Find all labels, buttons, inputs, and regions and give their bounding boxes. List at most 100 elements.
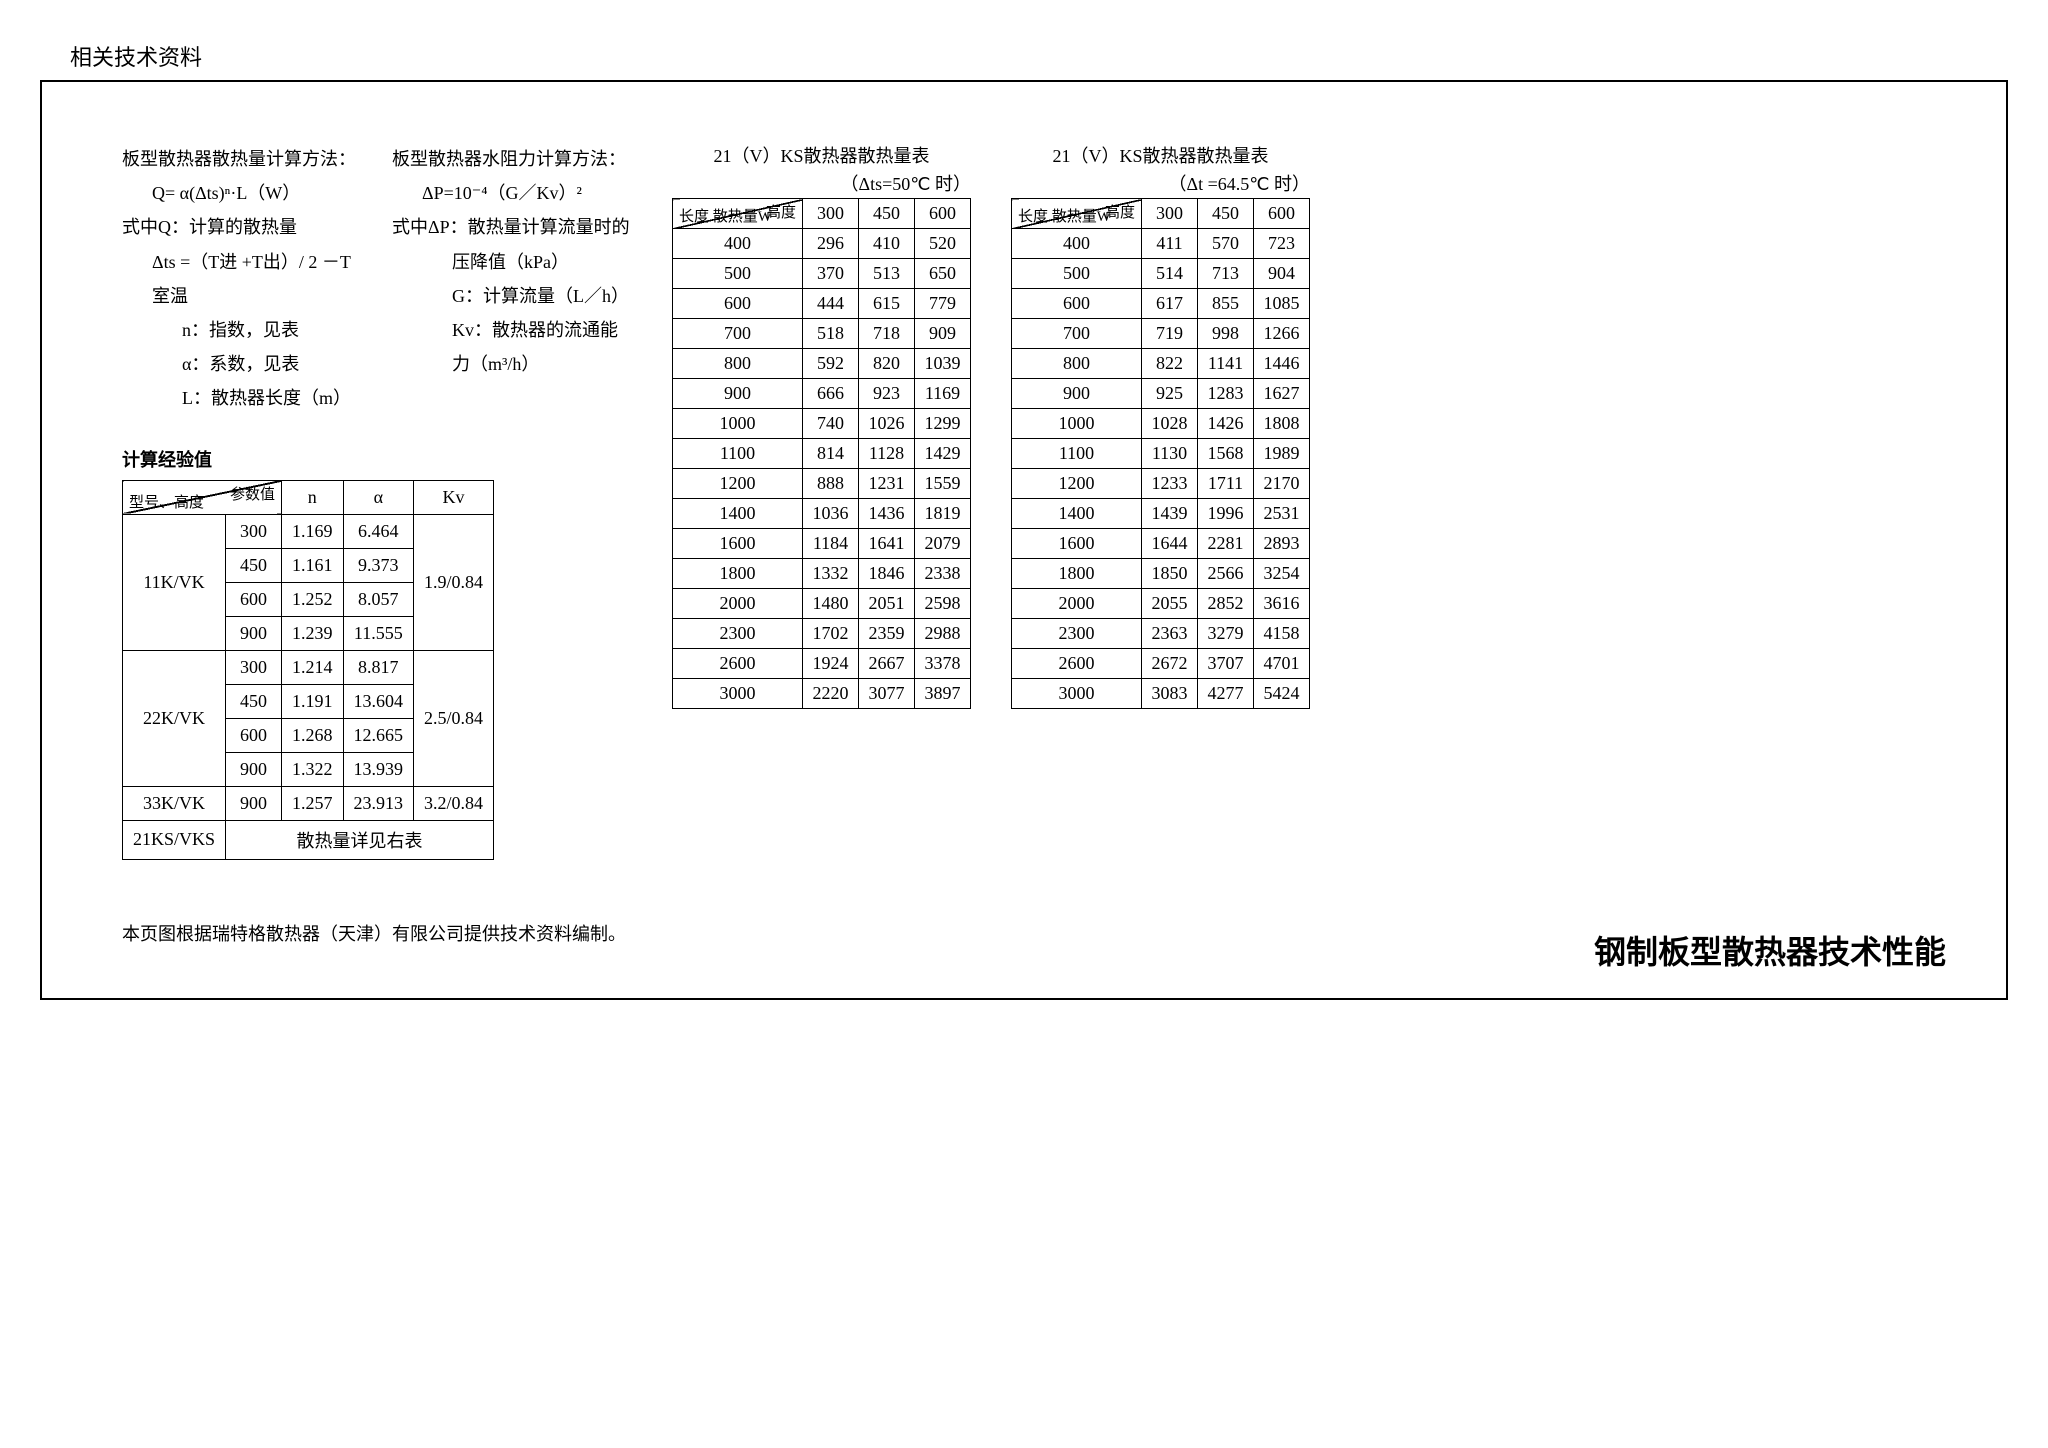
heat-cell: 4277 xyxy=(1198,679,1254,709)
table-row: 400411570723 xyxy=(1012,229,1310,259)
heat-cell: 650 xyxy=(915,259,971,289)
heat-cell: 617 xyxy=(1142,289,1198,319)
heat-cell: 800 xyxy=(673,349,803,379)
height-cell: 600 xyxy=(226,718,282,752)
heat-cell: 518 xyxy=(803,319,859,349)
heat-cell: 1480 xyxy=(803,589,859,619)
table-row: 2000148020512598 xyxy=(673,589,971,619)
formula-p-block: 板型散热器水阻力计算方法： ΔP=10⁻⁴（G／Kv）² 式中ΔP：散热量计算流… xyxy=(392,142,632,416)
height-cell: 300 xyxy=(226,514,282,548)
height-cell: 600 xyxy=(226,582,282,616)
formula-p-l2: 压降值（kPa） xyxy=(392,245,632,279)
n-cell: 1.268 xyxy=(282,718,344,752)
heat-cell: 1400 xyxy=(673,499,803,529)
formula-q-title: 板型散热器散热量计算方法： xyxy=(122,142,362,176)
heat-cell: 1989 xyxy=(1254,439,1310,469)
heat-cell: 998 xyxy=(1198,319,1254,349)
table-row: 110081411281429 xyxy=(673,439,971,469)
heat-cell: 2598 xyxy=(915,589,971,619)
heat-cell: 1400 xyxy=(1012,499,1142,529)
table-row: 120088812311559 xyxy=(673,469,971,499)
heat-col-header: 300 xyxy=(1142,199,1198,229)
heat-cell: 1085 xyxy=(1254,289,1310,319)
heat-cell: 296 xyxy=(803,229,859,259)
heat-cell: 4701 xyxy=(1254,649,1310,679)
heat-cell: 800 xyxy=(1012,349,1142,379)
height-cell: 450 xyxy=(226,548,282,582)
heat-cell: 444 xyxy=(803,289,859,319)
formula-q-l3: n：指数，见表 xyxy=(122,313,362,347)
a-cell: 9.373 xyxy=(343,548,414,582)
heat-cell: 2000 xyxy=(673,589,803,619)
heat-cell: 888 xyxy=(803,469,859,499)
formula-q-l5: L：散热器长度（m） xyxy=(122,381,362,415)
table-row: 1200123317112170 xyxy=(1012,469,1310,499)
heat-cell: 1924 xyxy=(803,649,859,679)
heat-cell: 2566 xyxy=(1198,559,1254,589)
heat-cell: 1000 xyxy=(1012,409,1142,439)
heat-cell: 2600 xyxy=(1012,649,1142,679)
heat-cell: 2531 xyxy=(1254,499,1310,529)
table-row: 2300236332794158 xyxy=(1012,619,1310,649)
height-cell: 450 xyxy=(226,684,282,718)
heat-cell: 723 xyxy=(1254,229,1310,259)
table-row: 1600164422812893 xyxy=(1012,529,1310,559)
heat-cell: 2852 xyxy=(1198,589,1254,619)
heat-cell: 2220 xyxy=(803,679,859,709)
heat-cell: 1600 xyxy=(673,529,803,559)
n-cell: 1.161 xyxy=(282,548,344,582)
heat-cell: 2600 xyxy=(673,649,803,679)
heat-cell: 1711 xyxy=(1198,469,1254,499)
heat-cell: 3897 xyxy=(915,679,971,709)
heat-cell: 2055 xyxy=(1142,589,1198,619)
a-cell: 13.939 xyxy=(343,752,414,786)
formula-p-l1: 式中ΔP：散热量计算流量时的 xyxy=(392,210,632,244)
heat-cell: 1627 xyxy=(1254,379,1310,409)
formula-q-l1: 式中Q：计算的散热量 xyxy=(122,210,362,244)
heat-cell: 3077 xyxy=(859,679,915,709)
exp-col-header: n xyxy=(282,480,344,514)
main-frame: 板型散热器散热量计算方法： Q= α(Δts)ⁿ·L（W） 式中Q：计算的散热量… xyxy=(40,80,2008,1000)
model-cell: 11K/VK xyxy=(123,514,226,650)
heat-cell: 1436 xyxy=(859,499,915,529)
heat-cell: 904 xyxy=(1254,259,1310,289)
heat-cell: 1026 xyxy=(859,409,915,439)
heat-cell: 719 xyxy=(1142,319,1198,349)
heat-cell: 1141 xyxy=(1198,349,1254,379)
content-row: 板型散热器散热量计算方法： Q= α(Δts)ⁿ·L（W） 式中Q：计算的散热量… xyxy=(122,142,1966,946)
table-row: 7007199981266 xyxy=(1012,319,1310,349)
heat-cell: 2667 xyxy=(859,649,915,679)
heat-cell: 779 xyxy=(915,289,971,319)
heat-cell: 400 xyxy=(1012,229,1142,259)
height-cell: 300 xyxy=(226,650,282,684)
exp-col-header: Kv xyxy=(414,480,494,514)
heat-cell: 600 xyxy=(1012,289,1142,319)
table-row: 2600267237074701 xyxy=(1012,649,1310,679)
heat-cell: 1426 xyxy=(1198,409,1254,439)
heat-col-header: 300 xyxy=(803,199,859,229)
table-row: 1800185025663254 xyxy=(1012,559,1310,589)
heat-cell: 2988 xyxy=(915,619,971,649)
a-cell: 8.817 xyxy=(343,650,414,684)
heat-cell: 718 xyxy=(859,319,915,349)
heat-cell: 2079 xyxy=(915,529,971,559)
heat-cell: 700 xyxy=(1012,319,1142,349)
table-row: 33K/VK9001.25723.9133.2/0.84 xyxy=(123,786,494,820)
heat-cell: 1800 xyxy=(673,559,803,589)
heat-cell: 923 xyxy=(859,379,915,409)
heat-cell: 1996 xyxy=(1198,499,1254,529)
height-cell: 900 xyxy=(226,616,282,650)
model-cell: 21KS/VKS xyxy=(123,820,226,859)
heat-cell: 411 xyxy=(1142,229,1198,259)
heat-cell: 2338 xyxy=(915,559,971,589)
page-header: 相关技术资料 xyxy=(40,40,2008,72)
heat-cell: 1036 xyxy=(803,499,859,529)
a-cell: 12.665 xyxy=(343,718,414,752)
n-cell: 1.252 xyxy=(282,582,344,616)
heat-cell: 2300 xyxy=(673,619,803,649)
heat-table-1-block: 21（V）KS散热器散热量表 （Δts=50℃ 时） 高度长度 散热量W3004… xyxy=(672,142,971,709)
heat-cell: 822 xyxy=(1142,349,1198,379)
n-cell: 1.257 xyxy=(282,786,344,820)
heat-table-1-cond: （Δts=50℃ 时） xyxy=(672,170,971,196)
heat-cell: 3378 xyxy=(915,649,971,679)
